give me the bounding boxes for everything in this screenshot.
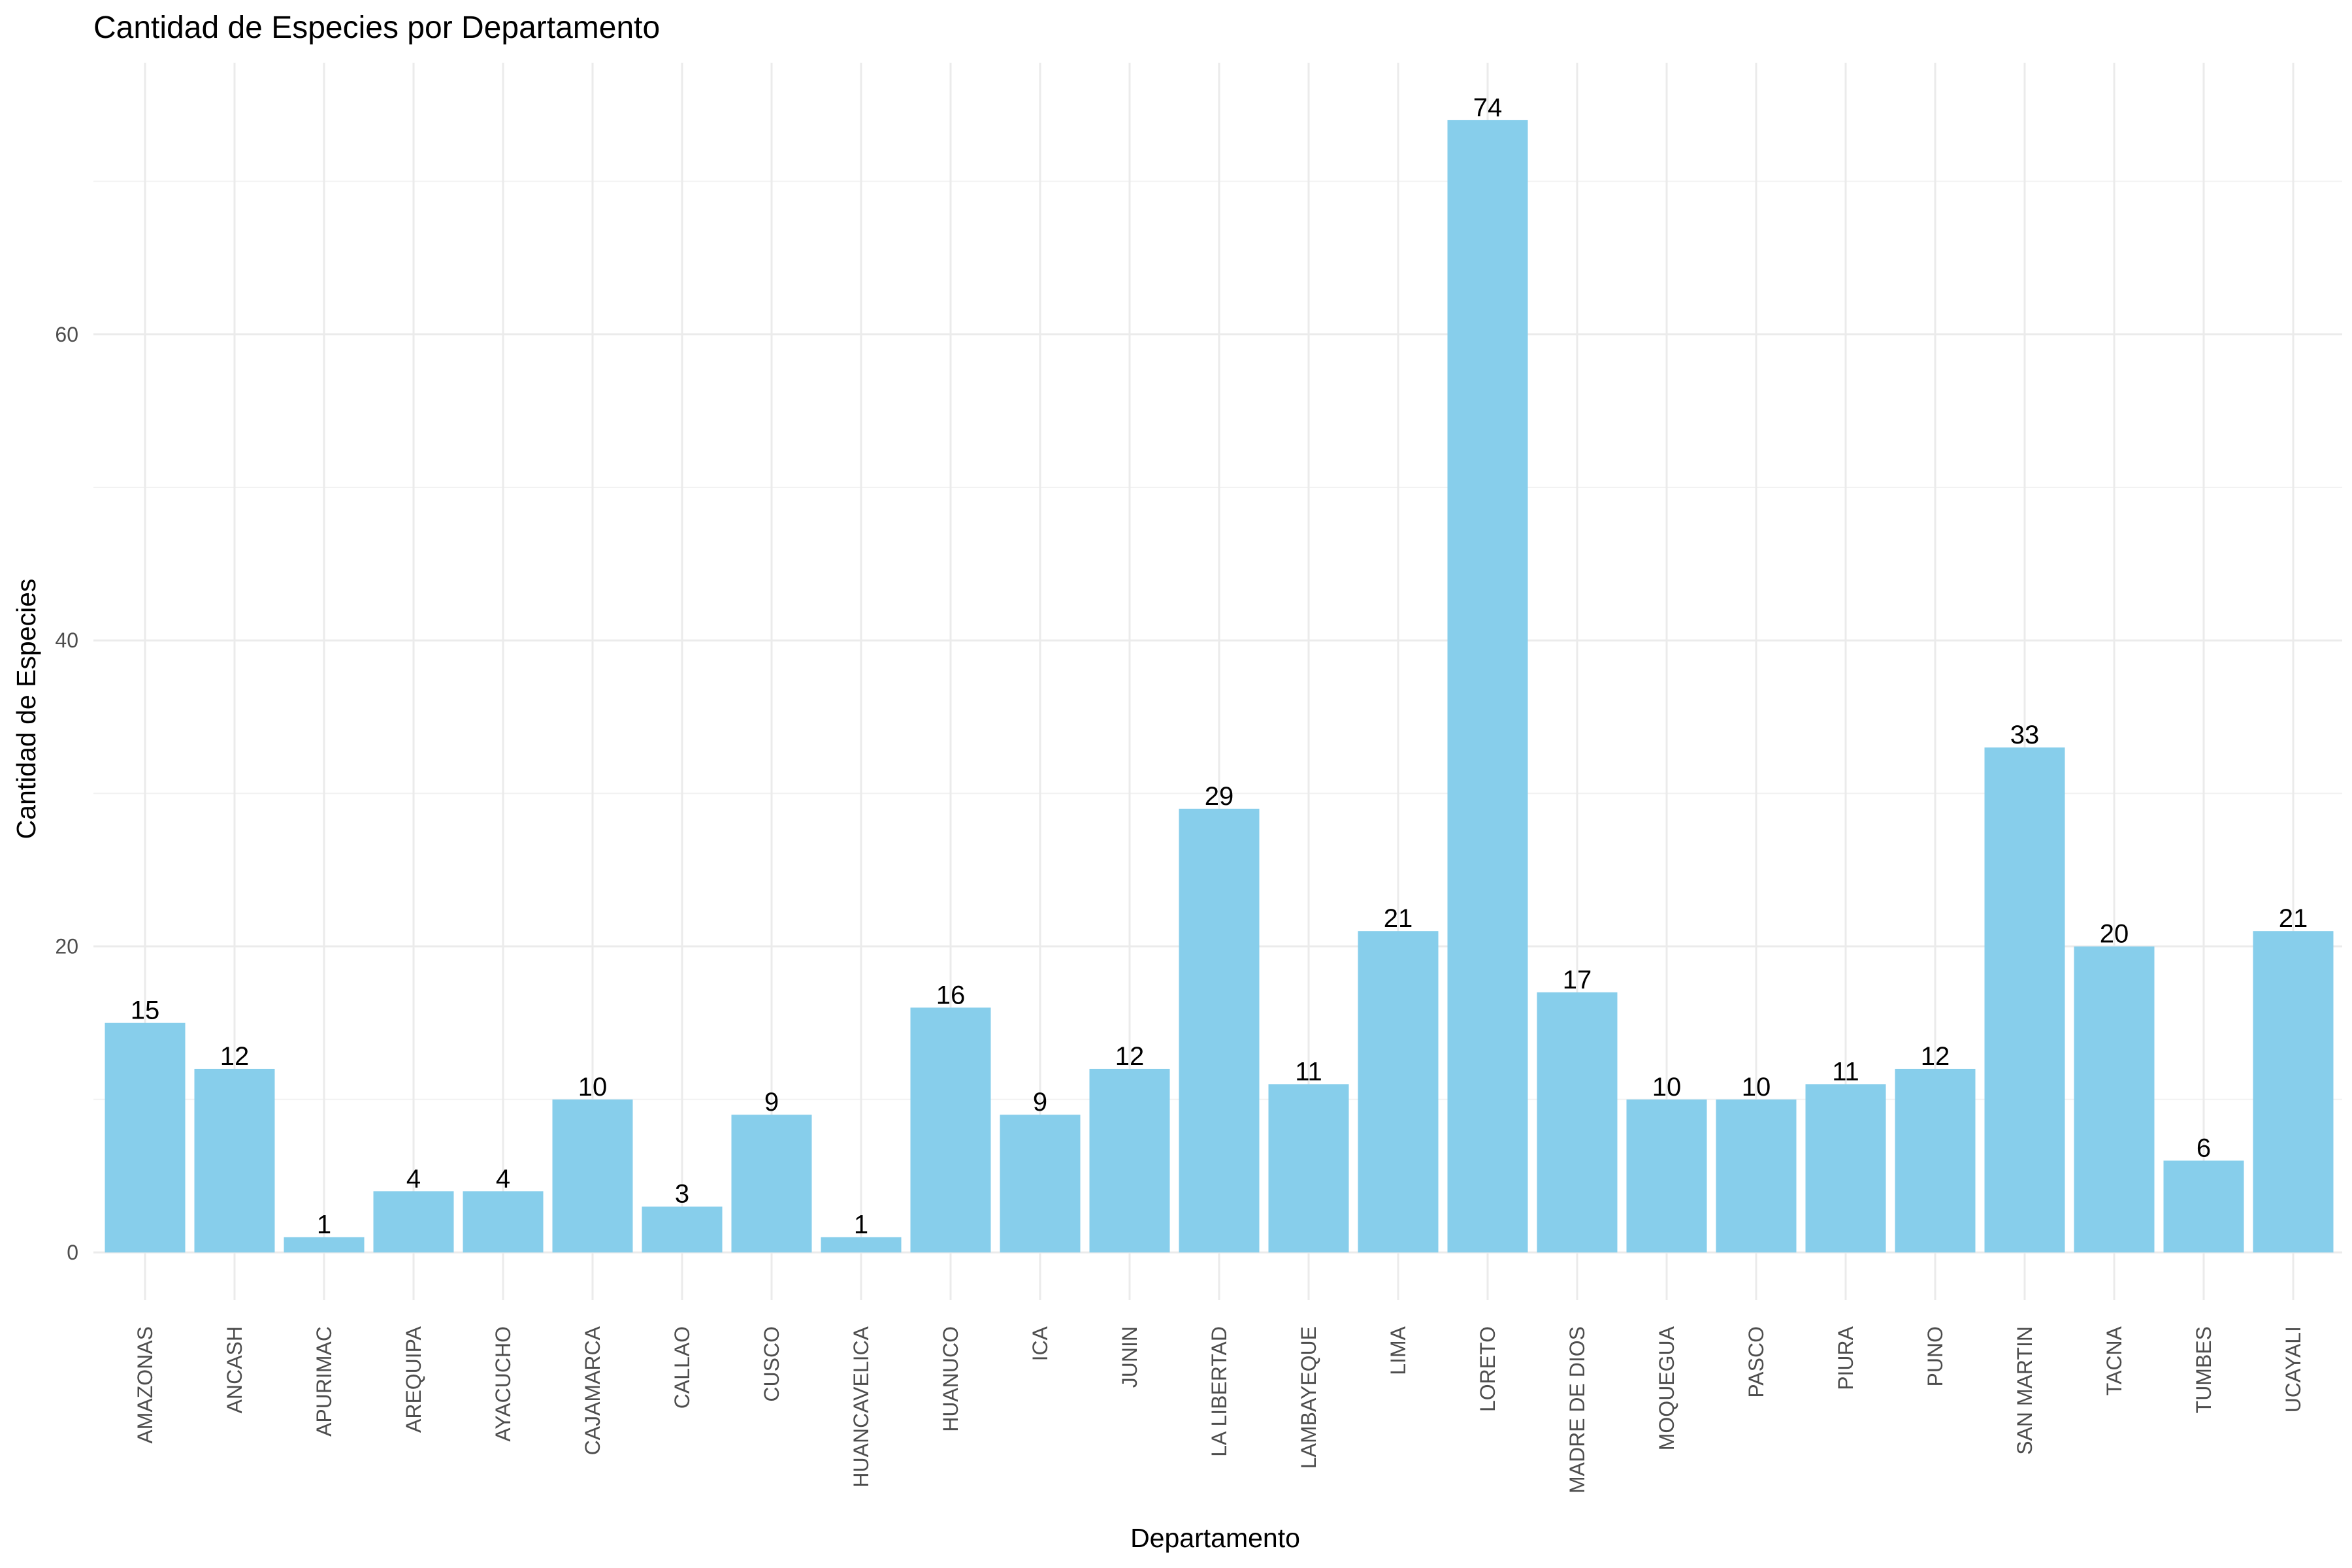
bar	[1537, 992, 1618, 1252]
bar	[2253, 931, 2334, 1252]
y-tick-label: 0	[67, 1241, 78, 1264]
bar	[1447, 120, 1528, 1252]
x-tick-label: JUNIN	[1118, 1326, 1141, 1388]
x-tick-label: CALLAO	[670, 1326, 694, 1409]
x-tick-label: TACNA	[2102, 1326, 2126, 1396]
data-label: 15	[131, 996, 160, 1025]
x-tick-label: LAMBAYEQUE	[1297, 1326, 1320, 1469]
data-label: 1	[317, 1211, 331, 1239]
bar	[2163, 1160, 2244, 1252]
x-tick-label: SAN MARTIN	[2013, 1326, 2036, 1455]
data-label: 17	[1563, 966, 1592, 994]
bar	[1626, 1099, 1707, 1252]
y-tick-label: 60	[55, 323, 78, 346]
x-tick-label: UCAYALI	[2281, 1326, 2305, 1413]
data-label: 9	[1033, 1088, 1047, 1117]
bar	[284, 1237, 365, 1252]
bar	[373, 1191, 454, 1252]
data-label: 29	[1205, 782, 1234, 811]
x-tick-label: CUSCO	[760, 1326, 783, 1402]
bar	[1984, 747, 2065, 1252]
data-label: 9	[764, 1088, 779, 1117]
data-label: 12	[1921, 1042, 1950, 1071]
bar	[552, 1099, 633, 1252]
bar	[731, 1115, 812, 1252]
x-tick-label: AYACUCHO	[491, 1326, 515, 1442]
x-tick-label: LIMA	[1386, 1326, 1410, 1375]
data-label: 11	[1295, 1057, 1322, 1086]
bar	[821, 1237, 902, 1252]
x-tick-label: ANCASH	[223, 1326, 246, 1413]
x-tick-label: PASCO	[1744, 1326, 1768, 1398]
x-tick-label: PIURA	[1834, 1326, 1857, 1390]
data-label: 16	[936, 981, 966, 1009]
y-axis-title: Cantidad de Especies	[11, 579, 41, 840]
x-tick-label: CAJAMARCA	[581, 1326, 604, 1455]
x-tick-label: AMAZONAS	[133, 1326, 157, 1444]
x-tick-label: PUNO	[1923, 1326, 1947, 1386]
x-tick-label: LA LIBERTAD	[1207, 1326, 1231, 1457]
data-label: 10	[1742, 1073, 1771, 1102]
x-tick-label: MADRE DE DIOS	[1565, 1326, 1589, 1494]
bar	[105, 1022, 186, 1252]
x-tick-label: LORETO	[1476, 1326, 1499, 1412]
data-label: 12	[1115, 1042, 1145, 1071]
x-tick-label: APURIMAC	[312, 1326, 336, 1437]
data-label: 21	[1384, 904, 1413, 933]
bar	[2074, 946, 2155, 1252]
bar	[1000, 1115, 1081, 1252]
data-label: 10	[1652, 1073, 1682, 1102]
bar	[642, 1206, 723, 1252]
bar	[1268, 1084, 1349, 1252]
data-label: 10	[578, 1073, 608, 1102]
chart-title: Cantidad de Especies por Departamento	[93, 10, 660, 45]
bar	[463, 1191, 544, 1252]
data-label: 3	[675, 1180, 689, 1209]
bar	[910, 1007, 991, 1252]
x-tick-label: HUANUCO	[939, 1326, 962, 1432]
bars	[105, 120, 2334, 1252]
data-label: 4	[406, 1164, 421, 1193]
x-tick-label: AREQUIPA	[402, 1326, 425, 1433]
data-label: 21	[2279, 904, 2308, 933]
data-label: 20	[2100, 920, 2129, 949]
data-label: 12	[220, 1042, 250, 1071]
data-label: 33	[2010, 721, 2040, 749]
data-label: 6	[2197, 1134, 2211, 1162]
y-tick-label: 20	[55, 935, 78, 958]
x-tick-label: ICA	[1028, 1326, 1052, 1361]
data-label: 11	[1832, 1057, 1859, 1086]
bar	[1089, 1068, 1170, 1252]
bar	[1358, 931, 1439, 1252]
bar	[1895, 1068, 1976, 1252]
x-tick-label: HUANCAVELICA	[849, 1326, 873, 1487]
data-label: 1	[854, 1211, 868, 1239]
y-tick-label: 40	[55, 629, 78, 652]
x-tick-label: TUMBES	[2192, 1326, 2215, 1413]
x-axis-title: Departamento	[1130, 1523, 1300, 1553]
bar	[1716, 1099, 1797, 1252]
bar	[1805, 1084, 1886, 1252]
x-tick-label: MOQUEGUA	[1655, 1326, 1678, 1450]
axis-ticks: AMAZONAS ANCASH APURIMAC AREQUIPA AYACUCHO CA…	[55, 323, 2305, 1494]
bar	[194, 1068, 275, 1252]
bar	[1179, 808, 1260, 1252]
data-label: 74	[1473, 93, 1503, 122]
data-label: 4	[496, 1164, 510, 1193]
